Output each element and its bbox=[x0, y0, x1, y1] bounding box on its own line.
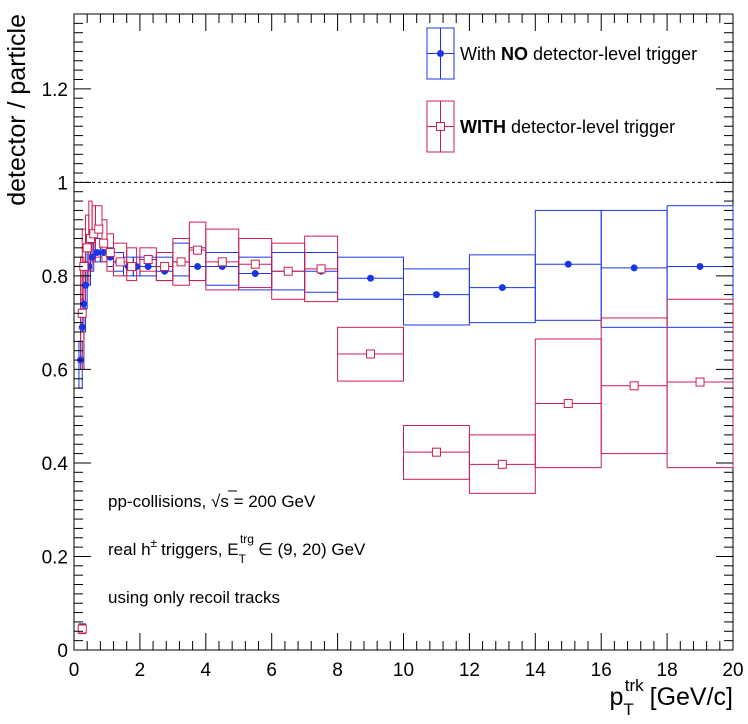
x-tick-label: 12 bbox=[459, 660, 480, 681]
point-with-trigger bbox=[316, 264, 326, 274]
point-no-trigger bbox=[100, 249, 108, 256]
point-no-trigger bbox=[144, 263, 152, 271]
point-with-trigger bbox=[176, 257, 186, 267]
x-tick-label: 18 bbox=[657, 660, 678, 681]
point-no-trigger bbox=[367, 274, 375, 282]
point-with-trigger bbox=[283, 266, 293, 276]
annotations: pp-collisions, √s = 200 GeV real h± trigg… bbox=[108, 490, 366, 607]
point-with-trigger bbox=[99, 238, 109, 248]
x-axis-title-subscript: T bbox=[623, 700, 633, 719]
x-tick-label: 4 bbox=[201, 660, 212, 681]
x-tick-label: 16 bbox=[591, 660, 612, 681]
note-triggers-prefix: real h bbox=[108, 540, 151, 559]
legend: With NO detector-level trigger WITH dete… bbox=[426, 27, 697, 153]
y-tick-label: 0.4 bbox=[42, 454, 69, 475]
point-with-trigger bbox=[89, 229, 99, 239]
point-with-trigger bbox=[94, 224, 104, 234]
point-with-trigger bbox=[127, 262, 137, 272]
legend-label-no-trigger: With NO detector-level trigger bbox=[460, 44, 697, 64]
point-with-trigger bbox=[160, 262, 170, 272]
data-markers bbox=[77, 224, 705, 634]
point-no-trigger bbox=[498, 284, 506, 292]
note-triggers-mid: triggers, E bbox=[161, 540, 238, 559]
note-triggers-sup: ± bbox=[151, 536, 158, 550]
point-with-trigger bbox=[629, 381, 639, 391]
point-with-trigger bbox=[115, 257, 125, 267]
x-axis-title-main: p bbox=[609, 683, 623, 711]
point-no-trigger bbox=[630, 264, 638, 272]
point-with-trigger bbox=[105, 248, 115, 257]
y-tick-label: 0.2 bbox=[42, 547, 68, 568]
x-tick-label: 8 bbox=[332, 660, 343, 681]
point-with-trigger bbox=[143, 255, 153, 265]
note-triggers-sub: T bbox=[239, 552, 247, 566]
note-triggers-sup2: trg bbox=[240, 532, 254, 546]
x-axis-title: pTtrk [GeV/c] bbox=[609, 676, 733, 719]
x-tick-label: 10 bbox=[393, 660, 414, 681]
x-tick-label: 14 bbox=[525, 660, 547, 681]
note-collisions: pp-collisions, √s = 200 GeV bbox=[108, 492, 316, 511]
point-no-trigger bbox=[564, 260, 572, 268]
syst-box-with-trigger bbox=[666, 298, 734, 469]
axis-ticks bbox=[73, 13, 734, 651]
note-triggers-suffix: ∈ (9, 20) GeV bbox=[258, 540, 366, 559]
tick-labels: 0 2 4 6 8 10 12 14 16 18 20 0 0.2 0.4 0.6 0.8 1 1.2 bbox=[42, 80, 744, 681]
y-tick-label: 0.6 bbox=[42, 360, 68, 381]
point-with-trigger bbox=[695, 377, 705, 387]
error-bars bbox=[78, 228, 733, 630]
point-with-trigger bbox=[497, 459, 507, 469]
y-tick-label: 0.8 bbox=[42, 267, 68, 288]
x-tick-label: 0 bbox=[69, 660, 80, 681]
x-tick-label: 20 bbox=[722, 660, 743, 681]
x-axis-title-superscript: trk bbox=[625, 676, 644, 695]
note-collisions-prefix: pp-collisions, bbox=[108, 492, 206, 511]
legend-label-no-trigger-bold: NO bbox=[501, 44, 528, 64]
y-tick-label: 0 bbox=[57, 641, 68, 662]
legend-marker-with-trigger bbox=[436, 122, 445, 131]
point-with-trigger bbox=[563, 399, 573, 409]
note-sqrt-s: √s bbox=[211, 492, 229, 511]
note-collisions-suffix: = 200 GeV bbox=[234, 492, 316, 511]
point-no-trigger bbox=[696, 263, 704, 271]
y-axis-title: detector / particle bbox=[3, 14, 31, 206]
note-recoil: using only recoil tracks bbox=[108, 588, 280, 607]
legend-marker-no-trigger bbox=[437, 50, 444, 57]
point-with-trigger bbox=[82, 243, 92, 253]
x-tick-label: 2 bbox=[135, 660, 146, 681]
legend-label-with-trigger-bold: WITH bbox=[460, 117, 506, 137]
point-no-trigger bbox=[88, 253, 96, 261]
x-tick-label: 6 bbox=[266, 660, 277, 681]
x-axis-title-unit: [GeV/c] bbox=[650, 683, 733, 711]
point-no-trigger bbox=[82, 281, 90, 289]
legend-label-with-trigger: WITH detector-level trigger bbox=[460, 117, 675, 137]
point-with-trigger bbox=[366, 349, 376, 359]
note-triggers: real h± triggers, ETtrg ∈ (9, 20) GeV bbox=[108, 532, 366, 566]
point-no-trigger bbox=[93, 249, 101, 256]
point-with-trigger bbox=[217, 257, 227, 267]
point-with-trigger bbox=[77, 624, 87, 634]
point-no-trigger bbox=[194, 263, 202, 271]
legend-label-no-trigger-prefix: With bbox=[460, 44, 496, 64]
y-tick-label: 1.2 bbox=[42, 80, 68, 101]
point-with-trigger bbox=[250, 259, 260, 269]
point-no-trigger bbox=[432, 291, 440, 299]
point-with-trigger bbox=[193, 245, 203, 255]
legend-label-with-trigger-suffix: detector-level trigger bbox=[511, 117, 675, 137]
legend-label-no-trigger-suffix: detector-level trigger bbox=[533, 44, 697, 64]
y-tick-label: 1 bbox=[57, 173, 68, 194]
point-no-trigger bbox=[251, 270, 259, 278]
point-no-trigger bbox=[78, 323, 86, 331]
point-with-trigger bbox=[431, 447, 441, 457]
point-no-trigger bbox=[80, 300, 88, 308]
